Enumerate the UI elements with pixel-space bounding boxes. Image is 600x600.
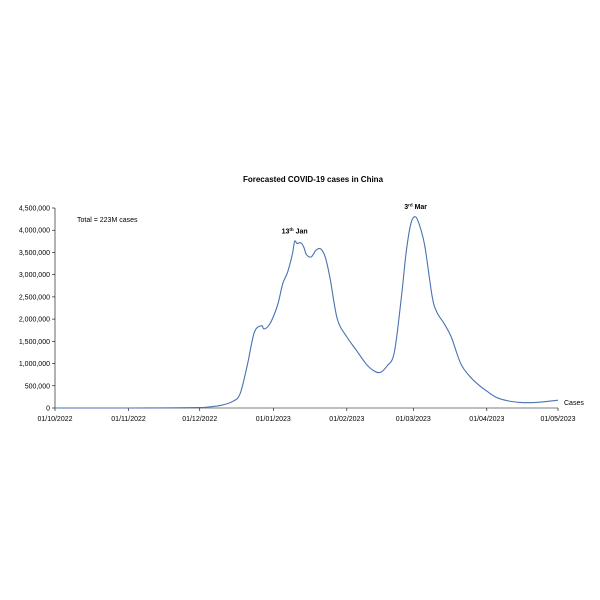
series-group: Cases — [55, 216, 584, 409]
annotations: 13th Jan 3rd Mar — [282, 202, 428, 235]
y-tick-label: 3,500,000 — [19, 250, 50, 257]
x-tick-label: 01/02/2023 — [329, 416, 364, 423]
x-tick-label: 01/04/2023 — [469, 416, 504, 423]
y-tick-label: 0 — [46, 406, 50, 413]
chart-title: Forecasted COVID-19 cases in China — [243, 175, 384, 184]
y-tick-label: 2,500,000 — [19, 294, 50, 301]
x-tick-label: 01/05/2023 — [540, 416, 575, 423]
y-tick-label: 4,500,000 — [19, 206, 50, 213]
series-line-cases — [55, 216, 559, 409]
legend-label-cases: Cases — [564, 400, 584, 407]
y-tick-label: 3,000,000 — [19, 272, 50, 279]
x-tick-label: 01/01/2023 — [256, 416, 291, 423]
y-axis: 0 500,000 1,000,000 1,500,000 2,000,000 2,500… — [19, 206, 56, 413]
x-tick-label: 01/10/2022 — [37, 416, 72, 423]
y-tick-label: 1,500,000 — [19, 339, 50, 346]
x-tick-label: 01/03/2023 — [396, 416, 431, 423]
x-tick-label: 01/11/2022 — [111, 416, 146, 423]
annotation-mar-peak: 3rd Mar — [404, 202, 427, 211]
y-tick-label: 500,000 — [25, 383, 50, 390]
annotation-jan-peak: 13th Jan — [282, 227, 308, 236]
y-tick-label: 4,000,000 — [19, 228, 50, 235]
x-axis: 01/10/2022 01/11/2022 01/12/2022 01/01/2023… — [37, 407, 576, 423]
total-note: Total = 223M cases — [77, 217, 138, 224]
x-tick-label: 01/12/2022 — [182, 416, 217, 423]
y-tick-label: 2,000,000 — [19, 317, 50, 324]
y-tick-label: 1,000,000 — [19, 361, 50, 368]
